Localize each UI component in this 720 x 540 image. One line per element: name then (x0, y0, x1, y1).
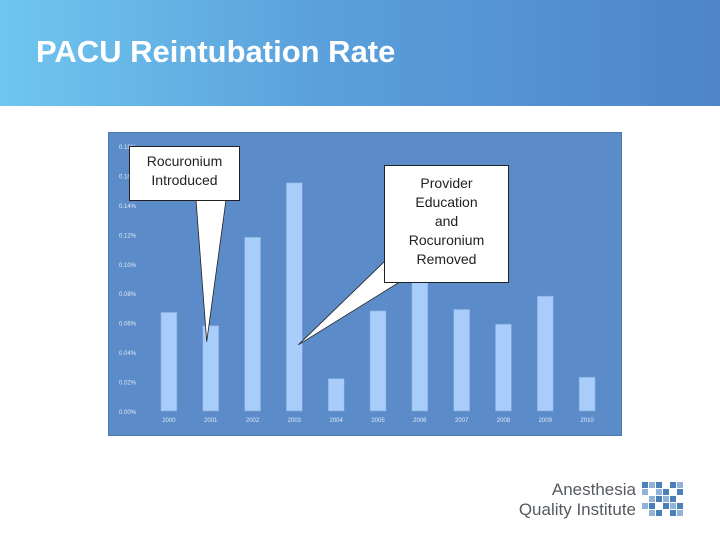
callout-provider-education: Provider Education and Rocuronium Remove… (384, 165, 509, 283)
callout-line: Rocuronium (408, 232, 485, 248)
bar-chart: 0.00% 0.02% 0.04% 0.06% 0.08% 0.10% 0.12% 0.14%… (119, 145, 596, 424)
x-tick-label: 2005 (371, 418, 385, 424)
y-tick-label: 0.06% (119, 322, 137, 328)
logo-square (656, 496, 662, 502)
logo-square (670, 510, 676, 516)
bar-2003 (286, 182, 303, 412)
logo-square (677, 503, 683, 509)
logo-square (649, 503, 655, 509)
logo-square (649, 482, 655, 488)
x-tick-label: 2007 (455, 418, 469, 424)
callout-line: Education (415, 194, 478, 210)
bar-2007 (453, 309, 470, 412)
logo-square (670, 503, 676, 509)
logo-line-2: Quality Institute (518, 500, 636, 519)
y-tick-label: 0.08% (119, 292, 137, 298)
x-tick-label: 2008 (497, 418, 511, 424)
logo-square (656, 489, 662, 495)
bar-2001 (202, 325, 220, 412)
logo-wordmark: Anesthesia Quality Institute (502, 480, 636, 520)
x-tick-label: 2004 (330, 418, 344, 424)
logo-square (642, 503, 648, 509)
x-tick-label: 2001 (204, 418, 218, 424)
x-tick-label: 2003 (288, 418, 302, 424)
bar-2006 (411, 270, 429, 412)
logo-line-1: Anesthesia (551, 480, 636, 499)
logo-square (656, 482, 662, 488)
slide-title: PACU Reintubation Rate (36, 34, 396, 69)
y-tick-label: 0.12% (119, 233, 137, 239)
bar-2004 (327, 378, 345, 412)
bar-2009 (536, 295, 554, 412)
x-tick-label: 2000 (162, 418, 176, 424)
bar-2005 (369, 310, 387, 412)
bar-2008 (495, 323, 512, 412)
callout-left-pointer (195, 199, 227, 342)
y-tick-label: 0.18% (119, 145, 137, 151)
y-tick-label: 0.04% (119, 351, 137, 357)
logo-square (677, 510, 683, 516)
logo-square (677, 482, 683, 488)
logo-square (663, 503, 669, 509)
x-tick-label: 2009 (539, 418, 553, 424)
logo-square (642, 489, 648, 495)
callout-line: Provider (420, 175, 473, 191)
logo-square (649, 510, 655, 516)
bar-2000 (160, 312, 178, 412)
callout-line: and (434, 213, 459, 229)
logo-square (677, 489, 683, 495)
x-tick-label: 2006 (413, 418, 427, 424)
callout-rocuronium-introduced: Rocuronium Introduced (129, 146, 240, 201)
y-tick-label: 0.00% (119, 410, 137, 416)
logo-square (670, 482, 676, 488)
title-banner: PACU Reintubation Rate (0, 0, 720, 106)
y-tick-label: 0.02% (119, 381, 137, 387)
logo-square (649, 496, 655, 502)
logo-square (670, 496, 676, 502)
logo-square (656, 510, 662, 516)
anesthesia-quality-institute-logo: Anesthesia Quality Institute (502, 480, 692, 522)
y-tick-label: 0.14% (119, 204, 137, 210)
x-tick-label: 2010 (580, 418, 594, 424)
bar-2010 (578, 376, 596, 412)
logo-squares-icon (642, 482, 683, 516)
x-tick-label: 2002 (246, 418, 260, 424)
callout-line: Rocuronium (146, 153, 223, 169)
callout-line: Removed (416, 251, 477, 267)
logo-square (663, 496, 669, 502)
logo-square (642, 482, 648, 488)
bar-2002 (244, 236, 261, 412)
y-tick-label: 0.16% (119, 174, 137, 180)
logo-square (663, 489, 669, 495)
y-tick-label: 0.10% (119, 263, 137, 269)
callout-line: Introduced (151, 172, 218, 188)
